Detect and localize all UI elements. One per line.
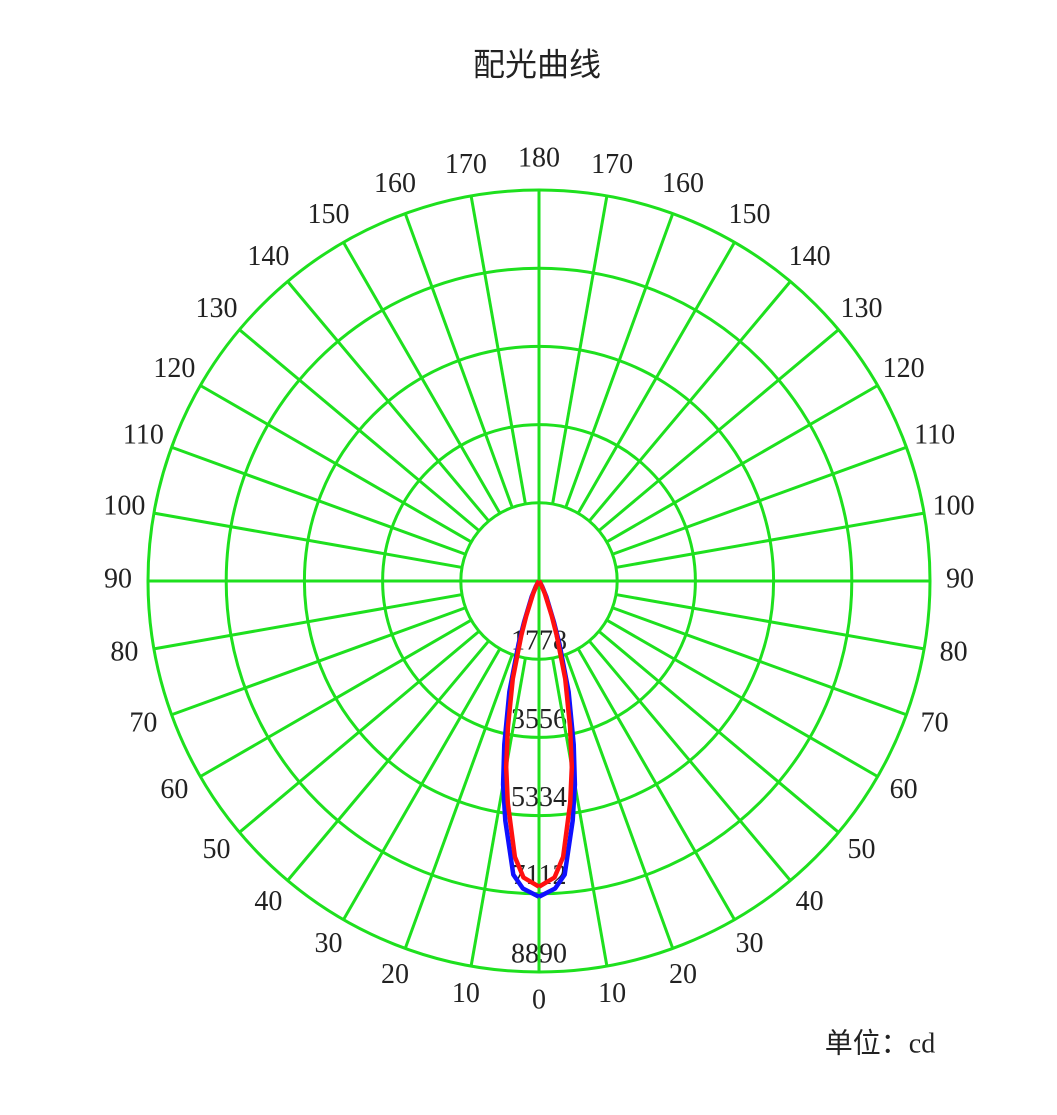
angle-tick-label: 130 [841,293,883,324]
angle-tick-label: 140 [789,241,831,272]
grid-spoke [153,511,463,569]
angle-tick-label: 40 [254,886,282,917]
grid-spoke [588,639,792,882]
grid-spoke [286,280,490,523]
grid-spoke [615,511,925,569]
grid-spoke [238,630,481,834]
angle-tick-label: 0 [532,984,546,1015]
angle-tick-label: 100 [933,490,975,521]
angle-tick-label: 30 [736,928,764,959]
grid-spoke [153,593,463,651]
angle-tick-label: 160 [662,168,704,199]
angle-tick-label: 170 [445,149,487,180]
angle-tick-label: 70 [129,707,157,738]
grid-spoke [615,593,925,651]
grid-spoke [469,195,527,505]
angle-tick-label: 100 [103,490,145,521]
grid-spoke [286,639,490,882]
grid-spoke [238,328,481,532]
grid-spoke [171,606,467,717]
grid-spoke [597,328,840,532]
grid-spoke [576,647,736,921]
angle-tick-label: 140 [247,241,289,272]
grid-spoke [551,195,609,505]
grid-spoke [171,445,467,556]
grid-spoke [605,384,879,544]
grid-spoke [564,653,675,949]
grid-spoke [199,618,473,778]
angle-tick-label: 120 [883,353,925,384]
grid-spoke [551,657,609,967]
angle-tick-label: 150 [308,199,350,230]
angle-tick-label: 110 [123,419,164,450]
angle-tick-label: 80 [110,637,138,668]
grid-spoke [611,606,907,717]
intensity-curve [503,579,541,889]
unit-label: 单位：cd [825,1027,935,1059]
angle-tick-label: 10 [598,978,626,1009]
intensity-curve [537,579,575,889]
grid-spoke [611,445,907,556]
angle-tick-label: 60 [890,774,918,805]
angle-tick-label: 90 [946,563,974,594]
angle-tick-label: 60 [160,774,188,805]
angle-tick-label: 80 [940,637,968,668]
angle-tick-label: 50 [848,834,876,865]
grid-spoke [605,618,879,778]
grid-spoke [576,241,736,515]
grid-spoke [199,384,473,544]
angle-tick-label: 150 [729,199,771,230]
angle-tick-label: 20 [669,959,697,990]
angle-tick-label: 170 [591,149,633,180]
angle-tick-label: 180 [518,142,560,173]
angle-tick-label: 70 [921,707,949,738]
angle-tick-label: 110 [914,419,955,450]
angle-tick-label: 10 [452,978,480,1009]
angle-tick-label: 160 [374,168,416,199]
grid-spoke [588,280,792,523]
angle-tick-label: 40 [796,886,824,917]
grid-spoke [403,653,514,949]
grid-spoke [403,213,514,509]
chart-title: 配光曲线 [473,46,601,82]
angle-tick-label: 30 [315,928,343,959]
grid-spoke [564,213,675,509]
angle-tick-label: 120 [153,353,195,384]
grid-spoke [342,241,502,515]
grid-spoke [342,647,502,921]
angle-tick-label: 20 [381,959,409,990]
angle-tick-label: 90 [104,563,132,594]
angle-tick-label: 50 [202,834,230,865]
grid-spoke [597,630,840,834]
grid-spoke [469,657,527,967]
angle-tick-label: 130 [195,293,237,324]
